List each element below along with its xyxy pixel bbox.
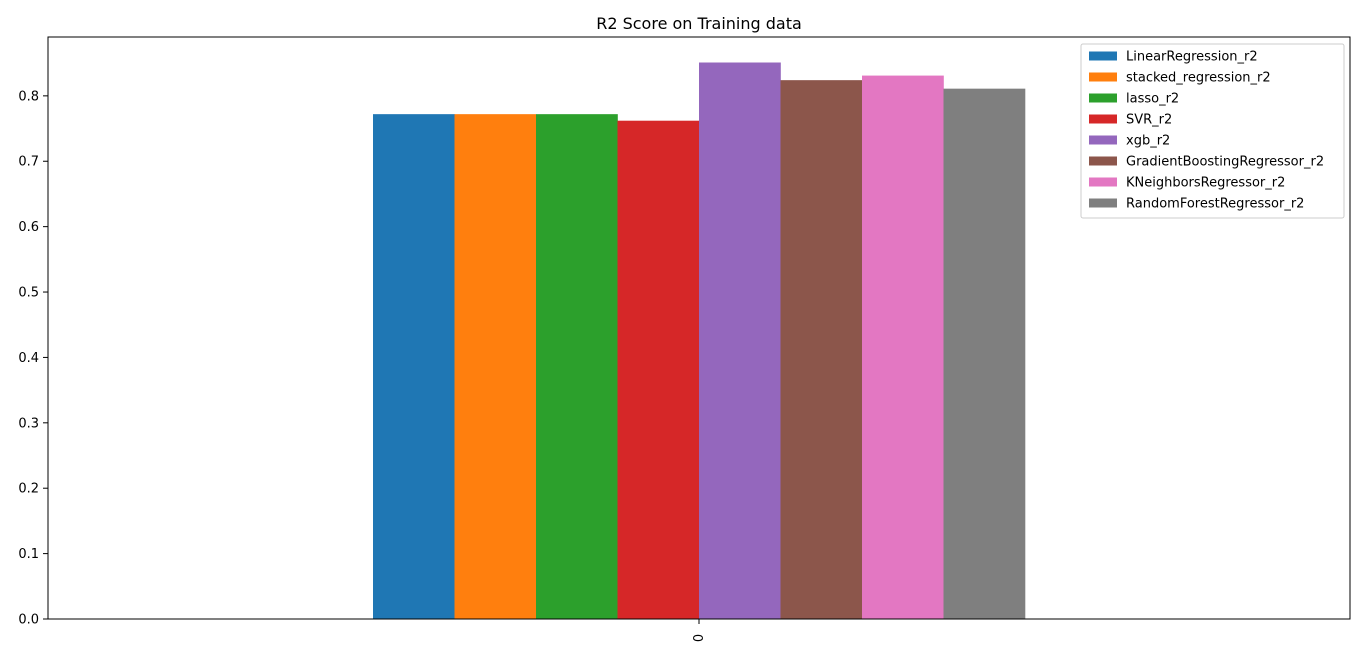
legend-label: stacked_regression_r2 bbox=[1126, 71, 1271, 86]
y-tick-label: 0.6 bbox=[18, 220, 39, 235]
legend-label: GradientBoostingRegressor_r2 bbox=[1126, 155, 1324, 170]
x-tick-label: 0 bbox=[692, 634, 707, 642]
y-tick-label: 0.0 bbox=[18, 613, 39, 628]
legend-label: xgb_r2 bbox=[1126, 134, 1170, 149]
y-tick-label: 0.8 bbox=[18, 89, 39, 104]
y-tick-label: 0.1 bbox=[18, 547, 39, 562]
bar-stacked-regression-r2 bbox=[454, 114, 537, 619]
bar-lasso-r2 bbox=[536, 114, 618, 619]
legend-swatch bbox=[1089, 114, 1117, 124]
y-axis-ticks: 0.0 0.1 0.2 0.3 0.4 0.5 0.6 0.7 0.8 bbox=[18, 89, 48, 628]
bar-linearregression-r2 bbox=[373, 114, 455, 619]
legend-swatch bbox=[1089, 156, 1117, 166]
legend-label: LinearRegression_r2 bbox=[1126, 50, 1258, 65]
legend-label: RandomForestRegressor_r2 bbox=[1126, 197, 1304, 212]
y-tick-label: 0.5 bbox=[18, 286, 39, 301]
x-axis-ticks: 0 bbox=[692, 619, 707, 642]
legend-label: KNeighborsRegressor_r2 bbox=[1126, 176, 1285, 191]
bars-group bbox=[373, 62, 1026, 619]
y-tick-label: 0.2 bbox=[18, 482, 39, 497]
legend-label: SVR_r2 bbox=[1126, 113, 1172, 128]
legend-swatch bbox=[1089, 72, 1117, 82]
legend-box bbox=[1080, 43, 1345, 219]
legend-label: lasso_r2 bbox=[1126, 92, 1179, 107]
legend-swatch bbox=[1089, 177, 1117, 187]
bar-randomforestregressor-r2 bbox=[943, 88, 1026, 619]
legend: LinearRegression_r2 stacked_regression_r2… bbox=[1080, 43, 1345, 219]
legend-swatch bbox=[1089, 93, 1117, 103]
bar-svr-r2 bbox=[617, 120, 700, 619]
legend-swatch bbox=[1089, 135, 1117, 145]
plot-frame bbox=[47, 36, 1351, 620]
bar-xgb-r2 bbox=[699, 62, 781, 619]
legend-swatch bbox=[1089, 51, 1117, 61]
y-tick-label: 0.7 bbox=[18, 155, 39, 170]
chart-title: R2 Score on Training data bbox=[596, 14, 802, 33]
y-tick-label: 0.4 bbox=[18, 351, 39, 366]
y-tick-label: 0.3 bbox=[18, 416, 39, 431]
bar-kneighborsregressor-r2 bbox=[862, 75, 944, 619]
bar-gradientboostingregressor-r2 bbox=[780, 80, 863, 619]
legend-swatch bbox=[1089, 198, 1117, 208]
